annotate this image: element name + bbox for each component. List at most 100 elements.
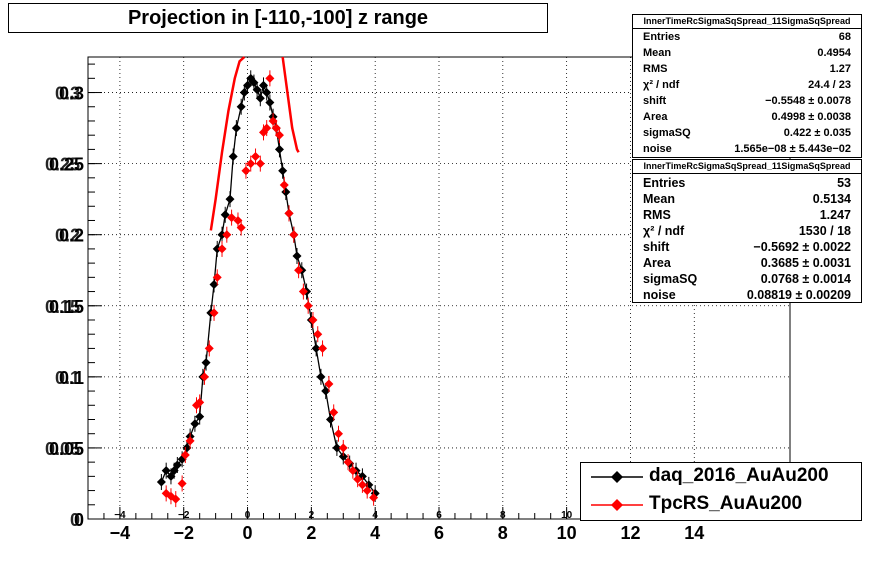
- stats-row: Mean 0.4954: [633, 45, 861, 61]
- stats-key: Area: [643, 111, 668, 123]
- stats-value: 53: [837, 176, 851, 190]
- stats-value: −0.5692 ± 0.0022: [753, 240, 851, 254]
- y-tick-label: 0.05: [49, 439, 84, 459]
- stats-key: Entries: [643, 176, 686, 190]
- y-tick-label-overlay: 0.15: [45, 297, 80, 317]
- data-point-daq: [190, 419, 200, 429]
- y-tick-label: 0: [74, 510, 84, 530]
- stats-value: 1.565e−08 ± 5.443e−02: [734, 143, 851, 155]
- stats-row: noise 0.08819 ± 0.00209: [633, 286, 861, 302]
- data-point-daq: [332, 443, 342, 453]
- data-point-tpcrs: [357, 480, 367, 490]
- x-tick-label: 8: [498, 523, 508, 543]
- y-tick-label-overlay: 0.3: [55, 84, 80, 104]
- x-tick-label-small: 6: [436, 510, 442, 521]
- stats-value: 24.4 / 23: [808, 79, 851, 91]
- data-point-tpcrs: [274, 130, 284, 140]
- stats-box-1: InnerTimeRcSigmaSqSpread_11SigmaSqSpread…: [632, 14, 862, 158]
- stats-header: InnerTimeRcSigmaSqSpread_11SigmaSqSpread: [633, 160, 861, 174]
- data-point-daq: [252, 85, 262, 95]
- stats-key: noise: [643, 143, 672, 155]
- y-tick-label: 0.15: [49, 297, 84, 317]
- stats-row: RMS 1.247: [633, 206, 861, 222]
- data-point-daq: [249, 78, 259, 88]
- data-point-daq: [281, 187, 291, 197]
- data-point-tpcrs: [209, 308, 219, 318]
- data-point-daq: [274, 144, 284, 154]
- data-point-tpcrs: [294, 265, 304, 275]
- data-point-tpcrs: [217, 244, 227, 254]
- stats-value: 0.3685 ± 0.0031: [760, 256, 851, 270]
- stats-key: χ² / ndf: [643, 79, 680, 91]
- stats-row: Mean 0.5134: [633, 190, 861, 206]
- y-tick-label-overlay: 0.05: [45, 439, 80, 459]
- data-point-tpcrs: [185, 436, 195, 446]
- legend-item-tpcrs: TpcRS_AuAu200: [581, 491, 861, 519]
- data-point-daq: [172, 460, 182, 470]
- data-point-tpcrs: [171, 494, 181, 504]
- y-tick-label-overlay: 0: [70, 510, 80, 530]
- data-point-daq: [255, 93, 265, 103]
- data-point-daq: [231, 123, 241, 133]
- legend-label-tpcrs: TpcRS_AuAu200: [649, 493, 803, 514]
- x-tick-label-small: −2: [178, 510, 190, 521]
- legend-marker-daq: [591, 471, 643, 483]
- fit-curve-right: [281, 56, 300, 153]
- stats-row: Area 0.3685 ± 0.0031: [633, 254, 861, 270]
- x-tick-label: 12: [620, 523, 640, 543]
- chart-title: Projection in [-110,-100] z range: [8, 3, 548, 33]
- fit-curve-left: [209, 56, 246, 231]
- stats-row: sigmaSQ 0.0768 ± 0.0014: [633, 270, 861, 286]
- data-point-tpcrs: [255, 159, 265, 169]
- data-point-tpcrs: [262, 123, 272, 133]
- x-tick-label: 6: [434, 523, 444, 543]
- stats-row: Area 0.4998 ± 0.0038: [633, 109, 861, 125]
- stats-row: Entries 68: [633, 29, 861, 45]
- x-tick-label: −4: [110, 523, 131, 543]
- data-point-daq: [243, 80, 253, 90]
- data-point-daq: [220, 210, 230, 220]
- y-tick-label: 0.25: [49, 155, 84, 175]
- stats-value: 1.27: [829, 63, 851, 75]
- data-point-daq: [225, 194, 235, 204]
- data-point-tpcrs: [313, 329, 323, 339]
- y-tick-label: 0.2: [59, 226, 84, 246]
- x-tick-label: 14: [684, 523, 704, 543]
- data-point-tpcrs: [177, 478, 187, 488]
- data-point-daq: [236, 102, 246, 112]
- data-point-tpcrs: [284, 208, 294, 218]
- y-tick-label-overlay: 0.1: [55, 368, 80, 388]
- stats-value: −0.5548 ± 0.0078: [765, 95, 851, 107]
- data-point-tpcrs: [233, 215, 243, 225]
- x-tick-label-small: 2: [309, 510, 315, 521]
- legend: daq_2016_AuAu200 TpcRS_AuAu200: [580, 462, 862, 521]
- stats-row: sigmaSQ 0.422 ± 0.035: [633, 125, 861, 141]
- stats-row: Entries 53: [633, 174, 861, 190]
- x-tick-label: 10: [557, 523, 577, 543]
- data-point-daq: [217, 230, 227, 240]
- data-point-tpcrs: [246, 159, 256, 169]
- legend-item-daq: daq_2016_AuAu200: [581, 463, 861, 491]
- stats-value: 0.422 ± 0.035: [783, 127, 851, 139]
- data-point-tpcrs: [369, 493, 379, 503]
- x-tick-label: 4: [370, 523, 380, 543]
- data-point-daq: [326, 414, 336, 424]
- data-point-daq: [311, 343, 321, 353]
- x-tick-label: 0: [243, 523, 253, 543]
- data-point-tpcrs: [265, 73, 275, 83]
- data-point-daq: [262, 88, 272, 98]
- stats-key: χ² / ndf: [643, 224, 685, 238]
- data-point-tpcrs: [343, 457, 353, 467]
- y-tick-label-overlay: 0.2: [55, 226, 80, 246]
- x-tick-label-small: 10: [561, 510, 573, 521]
- stats-key: sigmaSQ: [643, 127, 691, 139]
- stats-value: 1530 / 18: [798, 224, 851, 238]
- stats-row: shift −0.5692 ± 0.0022: [633, 238, 861, 254]
- data-point-daq: [201, 358, 211, 368]
- data-point-tpcrs: [222, 230, 232, 240]
- x-tick-label-small: 8: [500, 510, 506, 521]
- stats-value: 0.4954: [817, 47, 851, 59]
- stats-row: χ² / ndf 1530 / 18: [633, 222, 861, 238]
- stats-key: Area: [643, 256, 671, 270]
- data-point-daq: [195, 412, 205, 422]
